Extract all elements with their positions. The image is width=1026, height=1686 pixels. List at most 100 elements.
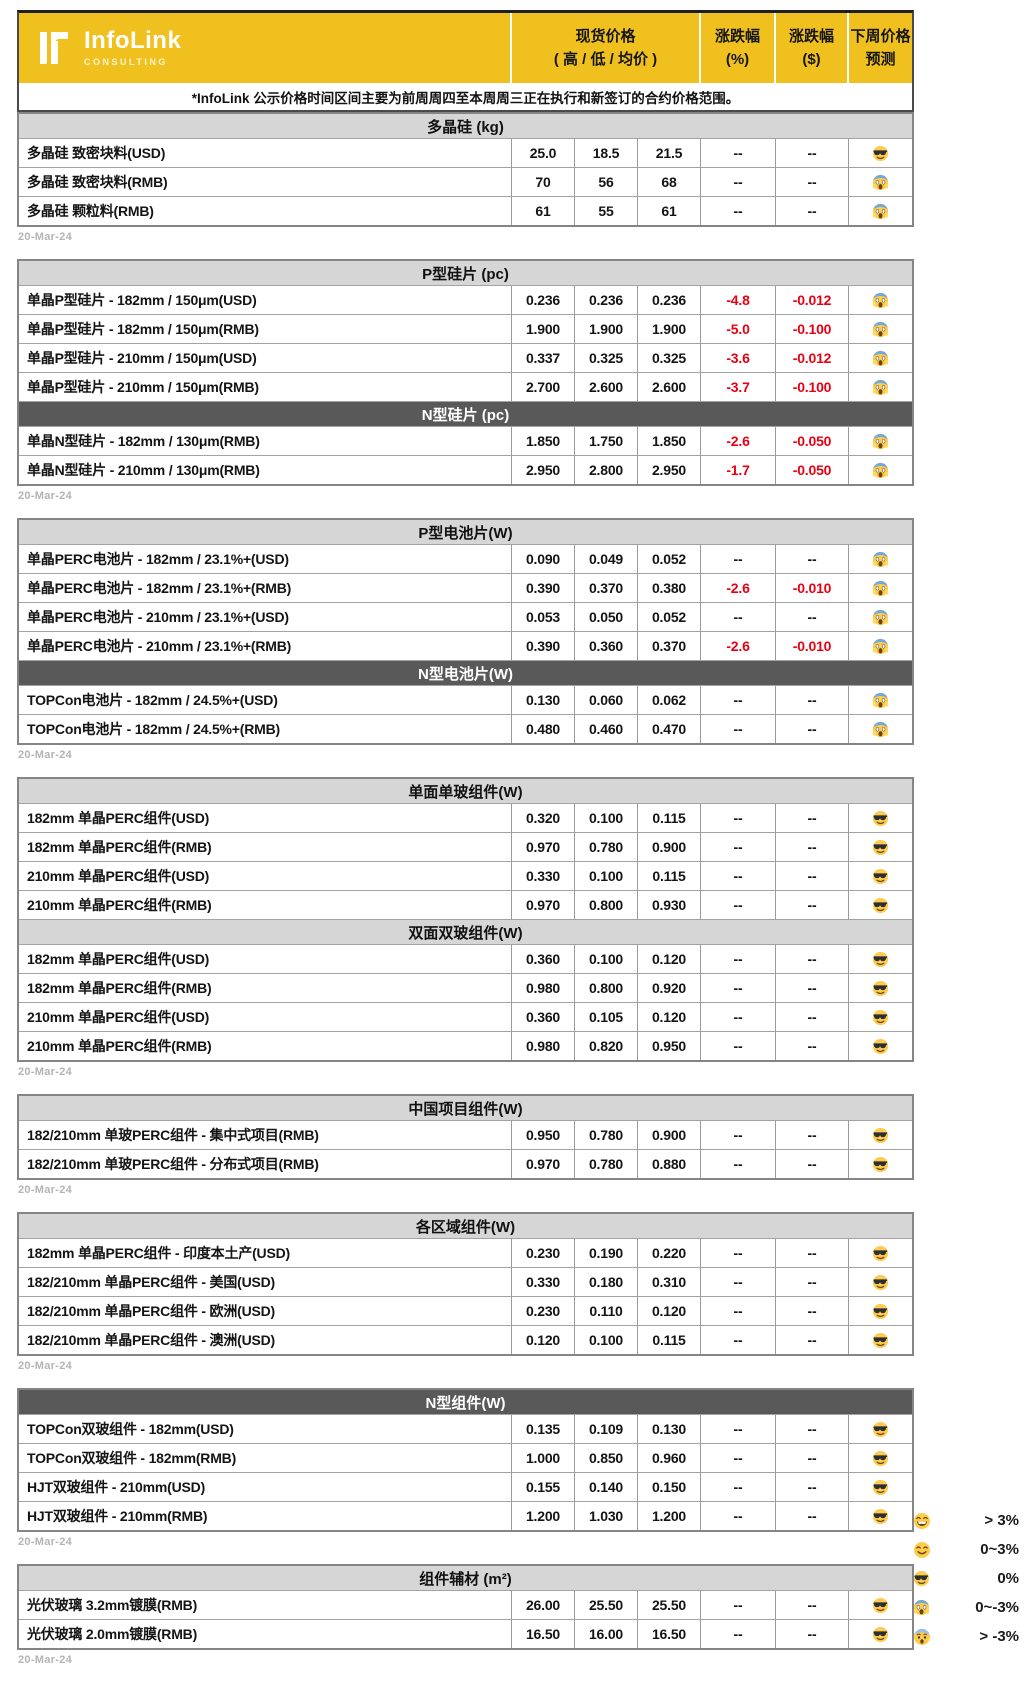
price-avg: 0.052 [638,545,701,573]
smile-emoji-icon [913,1541,931,1559]
forecast-cell [849,686,912,714]
price-low: 0.100 [575,945,638,973]
price-low: 0.180 [575,1268,638,1296]
table-row: 182/210mm 单晶PERC组件 - 澳洲(USD) 0.120 0.100 0.… [19,1325,912,1354]
row-label: 光伏玻璃 2.0mm镀膜(RMB) [19,1620,512,1648]
price-avg: 0.325 [638,344,701,372]
row-label: 多晶硅 颗粒料(RMB) [19,197,512,225]
change-usd: -- [776,197,849,225]
forecast-cell [849,545,912,573]
row-label: 182mm 单晶PERC组件 - 印度本土产(USD) [19,1239,512,1267]
cool-emoji-icon [872,1450,889,1467]
row-label: TOPCon电池片 - 182mm / 24.5%+(USD) [19,686,512,714]
change-usd: -- [776,168,849,196]
forecast-cell [849,1444,912,1472]
price-avg: 0.052 [638,603,701,631]
forecast-cell [849,1502,912,1530]
change-pct: -2.6 [701,632,776,660]
table-row: 多晶硅 致密块料(USD) 25.0 18.5 21.5 -- -- [19,138,912,167]
change-usd: -0.100 [776,373,849,401]
price-avg: 0.150 [638,1473,701,1501]
brand-tagline: CONSULTING [84,57,168,67]
change-pct: -- [701,139,776,167]
price-avg: 0.950 [638,1032,701,1060]
change-usd: -0.012 [776,286,849,314]
change-usd: -- [776,1268,849,1296]
table-row: 单晶P型硅片 - 210mm / 150μm(USD) 0.337 0.325 0.3… [19,343,912,372]
legend-item: 0~-3% [905,1593,1023,1622]
table-row: 182/210mm 单玻PERC组件 - 分布式项目(RMB) 0.970 0.78… [19,1149,912,1178]
row-label: 多晶硅 致密块料(RMB) [19,168,512,196]
price-low: 25.50 [575,1591,638,1619]
forecast-cell [849,1473,912,1501]
price-low: 0.800 [575,974,638,1002]
change-usd: -- [776,1620,849,1648]
price-low: 0.820 [575,1032,638,1060]
price-low: 0.109 [575,1415,638,1443]
scream-emoji-icon [872,721,889,738]
row-label: 182/210mm 单晶PERC组件 - 澳洲(USD) [19,1326,512,1354]
change-usd: -- [776,686,849,714]
price-avg: 0.120 [638,1297,701,1325]
price-avg: 0.900 [638,1121,701,1149]
price-avg: 0.470 [638,715,701,743]
change-pct: -- [701,804,776,832]
price-high: 0.230 [512,1239,575,1267]
cool-emoji-icon [872,839,889,856]
price-table: InfoLink CONSULTING 现货价格 ( 高 / 低 / 均价 ) … [17,10,914,1682]
price-avg: 61 [638,197,701,225]
table-row: 210mm 单晶PERC组件(RMB) 0.980 0.820 0.950 -- -- [19,1031,912,1060]
section-header: P型硅片 (pc) [19,261,912,285]
price-avg: 0.900 [638,833,701,861]
legend-label: > -3% [979,1628,1019,1645]
cool-emoji-icon [913,1570,930,1587]
forecast-title-line2: 预测 [865,51,896,68]
forecast-legend: > 3% 0~3% 0% 0~-3% > -3% [905,1506,1023,1651]
price-low: 0.100 [575,804,638,832]
table-row: 182mm 单晶PERC组件(RMB) 0.980 0.800 0.920 -- -- [19,973,912,1002]
price-high: 0.337 [512,344,575,372]
price-avg: 2.600 [638,373,701,401]
change-usd: -0.100 [776,315,849,343]
price-low: 1.750 [575,427,638,455]
forecast-cell [849,804,912,832]
change-pct: -- [701,891,776,919]
legend-label: 0~-3% [975,1599,1019,1616]
row-label: 210mm 单晶PERC组件(USD) [19,862,512,890]
price-low: 0.050 [575,603,638,631]
price-low: 55 [575,197,638,225]
table-row: 单晶P型硅片 - 182mm / 150μm(RMB) 1.900 1.900 1.9… [19,314,912,343]
change-usd: -0.010 [776,574,849,602]
legend-item: > -3% [905,1622,1023,1651]
price-low: 0.140 [575,1473,638,1501]
change-usd: -- [776,1444,849,1472]
price-avg: 1.850 [638,427,701,455]
change-pct: -- [701,1268,776,1296]
table-row: TOPCon电池片 - 182mm / 24.5%+(RMB) 0.480 0.46… [19,714,912,743]
table-row: TOPCon双玻组件 - 182mm(RMB) 1.000 0.850 0.960 --… [19,1443,912,1472]
price-table-blocks: 多晶硅 (kg) 多晶硅 致密块料(USD) 25.0 18.5 21.5 -- -- 多晶硅… [17,112,914,1667]
row-label: 182mm 单晶PERC组件(RMB) [19,974,512,1002]
section-header: 中国项目组件(W) [19,1096,912,1120]
change-usd: -- [776,1150,849,1178]
forecast-cell [849,1415,912,1443]
change-pct: -2.6 [701,427,776,455]
change-usd: -- [776,1032,849,1060]
change-usd: -- [776,891,849,919]
forecast-cell [849,1591,912,1619]
change-pct: -- [701,168,776,196]
price-avg: 0.115 [638,1326,701,1354]
price-high: 1.200 [512,1502,575,1530]
price-block: 单面单玻组件(W) 182mm 单晶PERC组件(USD) 0.320 0.100 0.… [17,777,914,1062]
column-header-change-pct: 涨跌幅 (%) [701,13,776,83]
price-low: 0.060 [575,686,638,714]
date-stamp: 20-Mar-24 [18,1536,73,1548]
change-usd: -- [776,945,849,973]
row-label: 单晶N型硅片 - 210mm / 130μm(RMB) [19,456,512,484]
price-high: 0.330 [512,862,575,890]
price-high: 26.00 [512,1591,575,1619]
price-low: 2.600 [575,373,638,401]
change-usd: -- [776,862,849,890]
price-low: 0.780 [575,1150,638,1178]
